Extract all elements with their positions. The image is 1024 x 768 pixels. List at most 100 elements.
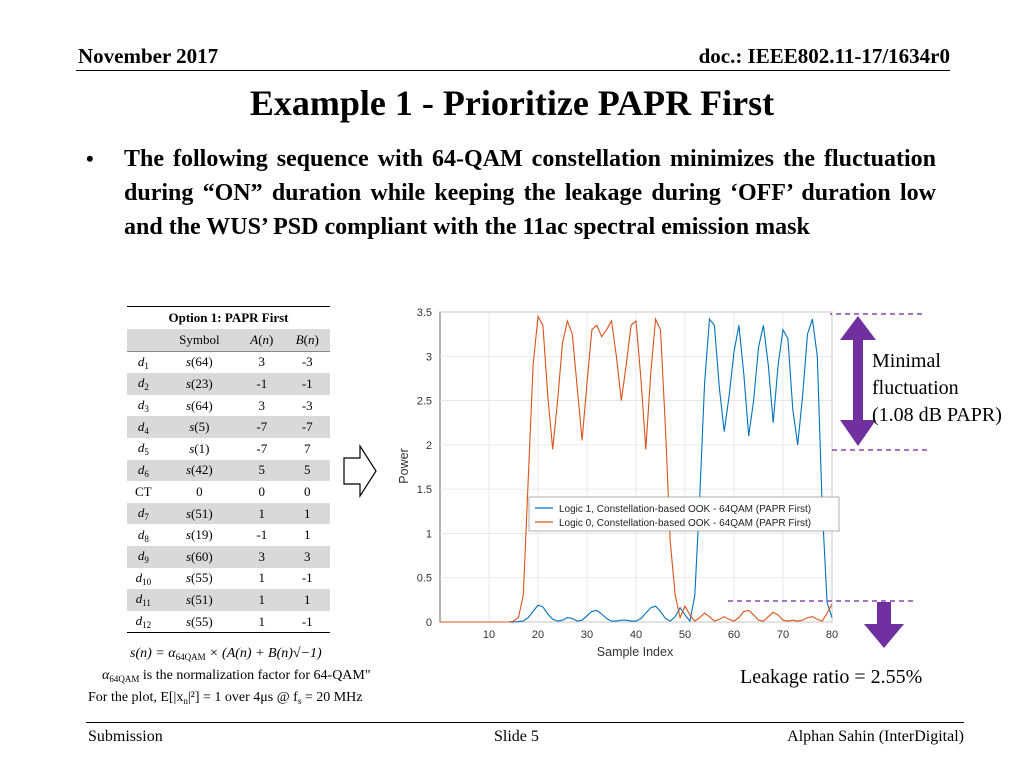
row-b: -3 — [301, 397, 313, 413]
row-symbol: s(64) — [185, 397, 213, 413]
power-chart: 10 20 30 40 50 60 70 80 0 0.5 1 1.5 2 2.5 3 3.5 Sample … — [397, 307, 840, 659]
x-tick-label: 20 — [532, 629, 544, 641]
row-b: 1 — [284, 502, 330, 525]
row-a: 1 — [239, 502, 285, 525]
table-row: d9 s(60) 3 3 — [127, 545, 330, 568]
footer-rule — [86, 722, 964, 723]
normalization-note: α64QAM is the normalization factor for 6… — [102, 668, 371, 684]
row-b: 1 — [284, 589, 330, 611]
table-row: d11 s(51) 1 1 — [127, 589, 330, 611]
row-b: -1 — [284, 373, 330, 395]
row-b: 3 — [284, 545, 330, 568]
table-row: d6 s(42) 5 5 — [127, 459, 330, 482]
table-caption: Option 1: PAPR First — [127, 306, 330, 329]
series-logic-1 — [440, 317, 833, 623]
x-tick-label: 10 — [483, 629, 495, 641]
y-tick-label: 2.5 — [417, 396, 432, 408]
row-label: d7 — [127, 502, 160, 525]
legend-box — [528, 496, 840, 532]
chart-xlabel: Sample Index — [597, 645, 674, 659]
row-symbol: s(5) — [159, 416, 240, 438]
y-tick-label: 3.5 — [417, 307, 432, 319]
table-row: d1 s(64) 3 -3 — [127, 351, 330, 373]
row-a: 3 — [258, 397, 266, 413]
row-a: 0 — [258, 483, 266, 499]
row-b: 5 — [284, 459, 330, 482]
row-a: 5 — [239, 459, 285, 482]
table-row: d7 s(51) 1 1 — [127, 502, 330, 525]
chart-ticks: 10 20 30 40 50 60 70 80 0 0.5 1 1.5 2 2.5 3 3.5 — [417, 307, 838, 641]
row-a: -1 — [256, 527, 268, 543]
row-symbol: s(60) — [159, 545, 240, 568]
formula-line: s(n) = α64QAM × (A(n) + B(n)√−1) — [130, 646, 322, 662]
option-table: Option 1: PAPR First Symbol A(n) B(n) d1… — [127, 306, 330, 634]
chart-grid — [439, 311, 833, 623]
y-tick-label: 3 — [426, 351, 432, 363]
row-label: d10 — [135, 569, 152, 587]
leakage-arrow-icon — [864, 602, 904, 648]
header-date: November 2017 — [78, 44, 219, 68]
row-b: 0 — [304, 483, 311, 499]
row-a: 3 — [258, 354, 266, 370]
row-symbol: s(51) — [159, 589, 240, 611]
table-header-blank — [127, 329, 160, 352]
x-tick-label: 30 — [581, 629, 593, 641]
row-b: 1 — [304, 527, 311, 543]
row-label: d12 — [127, 610, 160, 634]
double-arrow-icon — [840, 316, 876, 446]
row-symbol: s(23) — [159, 373, 240, 395]
minimal-fluctuation-note: Minimal fluctuation (1.08 dB PAPR) — [872, 350, 1002, 426]
header-doc-id: doc.: IEEE802.11-17/1634r0 — [698, 44, 950, 68]
row-label: d4 — [127, 416, 160, 438]
bullet-text: The following sequence with 64-QAM const… — [124, 146, 936, 240]
table-row: d2 s(23) -1 -1 — [127, 373, 330, 395]
legend-entry: Logic 1, Constellation-based OOK - 64QAM… — [559, 504, 811, 515]
plot-note: For the plot, E[|xn|²] = 1 over 4μs @ fs… — [88, 690, 363, 706]
row-label: d3 — [137, 397, 149, 415]
chart-legend: Logic 1, Constellation-based OOK - 64QAM… — [528, 496, 840, 532]
leakage-dashed-line — [728, 600, 914, 602]
series-logic-0 — [440, 314, 833, 623]
table-body: d1 s(64) 3 -3 d2 s(23) -1 -1 d3 s(64) 3 -3 d4 s(5) -7-… — [127, 351, 330, 634]
table-header-symbol: Symbol — [159, 329, 240, 352]
row-symbol: s(51) — [159, 502, 240, 525]
row-b: -1 — [301, 570, 313, 586]
table-row: d8 s(19) -1 1 — [127, 524, 330, 546]
row-label: d5 — [137, 440, 149, 458]
x-tick-label: 60 — [728, 629, 740, 641]
footer-submission: Submission — [88, 728, 163, 745]
row-label: d9 — [127, 545, 160, 568]
row-a: 1 — [258, 570, 266, 586]
table-header-b: B(n) — [284, 329, 330, 352]
right-arrow-icon — [343, 444, 377, 498]
row-a: 1 — [239, 589, 285, 611]
row-a: -1 — [239, 373, 285, 395]
leakage-ratio-note: Leakage ratio = 2.55% — [740, 666, 923, 688]
row-label: CT — [135, 483, 152, 499]
chart-ylabel: Power — [397, 448, 411, 483]
footer-author: Alphan Sahin (InterDigital) — [787, 728, 964, 745]
x-tick-label: 50 — [679, 629, 691, 641]
table-row: d12 s(55) 1 -1 — [127, 610, 330, 634]
row-symbol: s(55) — [159, 610, 240, 634]
row-b: -7 — [284, 416, 330, 438]
table-row: d3 s(64) 3 -3 — [127, 395, 330, 417]
footer-slide-number: Slide 5 — [494, 728, 539, 745]
row-symbol: s(1) — [189, 440, 210, 456]
row-label: d1 — [137, 353, 149, 371]
row-a: -7 — [239, 416, 285, 438]
row-symbol: s(55) — [185, 570, 213, 586]
row-b: -3 — [301, 354, 313, 370]
table-row: d4 s(5) -7 -7 — [127, 416, 330, 438]
row-label: d2 — [127, 373, 160, 395]
table-row: CT 0 0 0 — [127, 481, 330, 503]
fluctuation-markers — [830, 313, 930, 451]
y-tick-label: 1 — [426, 528, 432, 540]
row-symbol: s(19) — [185, 527, 213, 543]
row-label: d11 — [127, 589, 160, 611]
bullet-icon: • — [86, 146, 94, 171]
chart-series — [440, 314, 833, 623]
table-header-a: A(n) — [239, 329, 285, 352]
y-tick-label: 0.5 — [417, 573, 432, 585]
y-tick-label: 0 — [426, 617, 432, 629]
